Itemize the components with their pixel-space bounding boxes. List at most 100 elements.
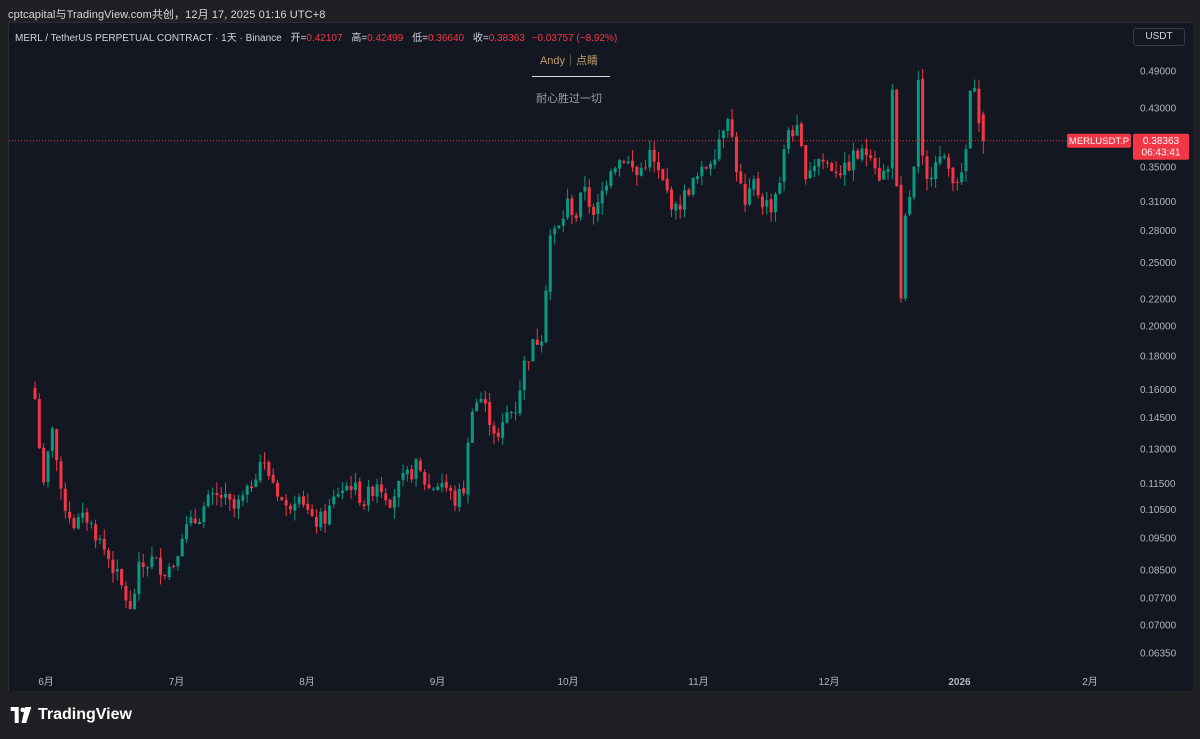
- candle-body: [159, 557, 163, 575]
- candle-body: [553, 228, 557, 235]
- candle-body: [791, 130, 795, 137]
- candle-body: [371, 486, 375, 496]
- candle-body: [124, 585, 128, 601]
- candle-body: [111, 559, 115, 573]
- candle-body: [466, 442, 470, 495]
- candle-body: [228, 493, 232, 500]
- candle-body: [176, 556, 180, 567]
- candle-body: [934, 162, 938, 180]
- x-tick-label: 9月: [430, 676, 446, 688]
- candle-body: [964, 149, 968, 172]
- candle-body: [674, 203, 678, 211]
- candle-body: [960, 172, 964, 183]
- y-tick-label: 0.07000: [1140, 621, 1177, 632]
- candle-body: [700, 166, 704, 177]
- candle-body: [68, 511, 72, 519]
- candle-body: [605, 185, 609, 191]
- plot-background: [9, 23, 1193, 691]
- candle-body: [912, 166, 916, 198]
- candle-body: [717, 139, 721, 160]
- candle-body: [154, 557, 158, 559]
- candle-body: [275, 482, 279, 497]
- candle-body: [332, 496, 336, 505]
- candle-body: [713, 159, 717, 165]
- candle-body: [501, 422, 505, 438]
- candle-body: [665, 178, 669, 191]
- candle-body: [721, 130, 725, 139]
- x-tick-label: 2月: [1082, 676, 1098, 688]
- candle-body: [678, 204, 682, 210]
- candle-body: [652, 149, 656, 162]
- candle-body: [592, 206, 596, 216]
- candle-body: [340, 490, 344, 494]
- y-tick-label: 0.08500: [1140, 565, 1177, 576]
- candle-body: [141, 562, 145, 568]
- candle-body: [50, 428, 54, 451]
- candle-body: [384, 493, 388, 501]
- candle-body: [81, 512, 85, 518]
- candle-body: [137, 561, 141, 595]
- candle-body: [687, 189, 691, 195]
- candle-body: [366, 486, 370, 506]
- candle-body: [271, 474, 275, 483]
- candle-body: [245, 485, 249, 495]
- x-tick-label: 11月: [688, 676, 708, 688]
- candle-body: [310, 508, 314, 517]
- candle-body: [453, 490, 457, 506]
- candle-body: [375, 484, 379, 497]
- candle-body: [185, 524, 189, 540]
- candle-body: [219, 495, 223, 498]
- candle-body: [163, 574, 167, 576]
- candle-body: [938, 156, 942, 164]
- candle-body: [42, 447, 46, 483]
- candle-body: [522, 360, 526, 391]
- candle-body: [55, 429, 59, 461]
- candle-body: [795, 124, 799, 136]
- candle-body: [877, 167, 881, 181]
- candle-body: [172, 565, 176, 567]
- candle-body: [76, 517, 80, 529]
- currency-button[interactable]: USDT: [1133, 28, 1185, 46]
- candle-body: [358, 481, 362, 503]
- candle-body: [743, 183, 747, 205]
- snapshot-caption: cptcapital与TradingView.com共创，12月 17, 202…: [8, 9, 326, 21]
- candle-body: [618, 160, 622, 169]
- candle-body: [288, 505, 292, 510]
- candle-body: [821, 159, 825, 162]
- candle-body: [37, 399, 41, 449]
- candle-body: [752, 179, 756, 190]
- candle-body: [661, 168, 665, 181]
- candle-body: [587, 187, 591, 207]
- candle-body: [548, 235, 552, 292]
- symbol-name: MERL / TetherUS PERPETUAL CONTRACT · 1天 …: [15, 33, 282, 44]
- candle-body: [85, 512, 89, 523]
- candle-body: [180, 538, 184, 557]
- candle-body: [475, 402, 479, 412]
- candle-body: [431, 488, 435, 490]
- candle-body: [756, 178, 760, 196]
- candle-body: [773, 194, 777, 213]
- candle-body: [882, 170, 886, 180]
- candle-body: [46, 451, 50, 482]
- close-label: 收=: [472, 33, 489, 44]
- candle-body: [557, 225, 561, 229]
- candle-body: [834, 171, 838, 174]
- candle-body: [973, 87, 977, 92]
- candle-body: [514, 412, 518, 414]
- candle-body: [241, 495, 245, 501]
- candle-body: [146, 567, 150, 569]
- candlestick-chart[interactable]: 0.550000.490000.430000.350000.310000.280…: [9, 23, 1193, 691]
- candle-body: [492, 425, 496, 434]
- candle-body: [769, 199, 773, 213]
- candle-body: [730, 119, 734, 137]
- candle-body: [33, 387, 37, 399]
- symbol-tag-background: [1067, 133, 1131, 148]
- candle-body: [817, 159, 821, 167]
- candle-body: [778, 182, 782, 194]
- candle-body: [120, 568, 124, 586]
- candle-body: [570, 198, 574, 215]
- candle-body: [626, 161, 630, 164]
- chart-panel[interactable]: 0.550000.490000.430000.350000.310000.280…: [8, 22, 1193, 691]
- candle-body: [812, 165, 816, 172]
